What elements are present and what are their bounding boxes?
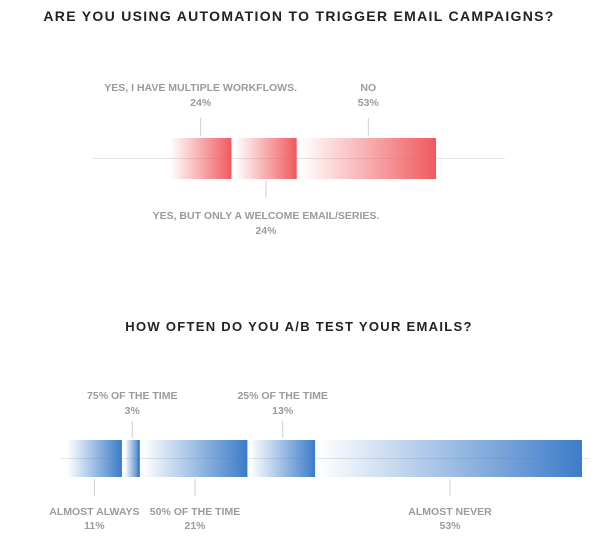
chart-1: YES, I HAVE MULTIPLE WORKFLOWS. 24% YES, B… bbox=[92, 82, 505, 237]
bar-almost-never bbox=[318, 440, 582, 477]
value-no: 53% bbox=[358, 97, 380, 109]
bar-edge-almost-always bbox=[119, 440, 122, 477]
bar-no bbox=[300, 138, 436, 179]
bar-edge-no bbox=[434, 138, 436, 179]
bar-25-of-the-time bbox=[250, 440, 316, 477]
label-50-of-the-time: 50% OF THE TIME bbox=[150, 506, 240, 518]
chart-1-title: ARE YOU USING AUTOMATION TO TRIGGER EMAI… bbox=[43, 8, 555, 24]
bar-yes-i-have-multiple-workflows bbox=[170, 138, 232, 179]
label-yes-but-only-a-welcome-email-series: YES, BUT ONLY A WELCOME EMAIL/SERIES. bbox=[153, 210, 380, 222]
label-yes-i-have-multiple-workflows: YES, I HAVE MULTIPLE WORKFLOWS. bbox=[104, 82, 297, 94]
bar-edge-75-of-the-time bbox=[137, 440, 140, 477]
bar-75-of-the-time bbox=[124, 440, 140, 477]
bar-yes-but-only-a-welcome-email-series bbox=[235, 138, 297, 179]
label-almost-always: ALMOST ALWAYS bbox=[49, 506, 139, 518]
bar-edge-almost-never bbox=[580, 440, 582, 477]
bar-almost-always bbox=[67, 440, 122, 477]
value-almost-always: 11% bbox=[84, 520, 105, 532]
bar-edge-50-of-the-time bbox=[245, 440, 248, 477]
bar-edge-25-of-the-time bbox=[313, 440, 316, 477]
value-yes-but-only-a-welcome-email-series: 24% bbox=[255, 225, 277, 237]
chart-2-title: HOW OFTEN DO YOU A/B TEST YOUR EMAILS? bbox=[125, 319, 473, 334]
label-no: NO bbox=[360, 82, 376, 94]
value-75-of-the-time: 3% bbox=[125, 405, 141, 417]
value-50-of-the-time: 21% bbox=[185, 520, 207, 532]
label-almost-never: ALMOST NEVER bbox=[408, 506, 492, 518]
chart-2: ALMOST ALWAYS 11% 75% OF THE TIME 3% 50% OF … bbox=[49, 390, 590, 532]
value-almost-never: 53% bbox=[440, 520, 462, 532]
bar-50-of-the-time bbox=[142, 440, 248, 477]
value-25-of-the-time: 13% bbox=[272, 405, 294, 417]
label-75-of-the-time: 75% OF THE TIME bbox=[87, 390, 177, 402]
label-25-of-the-time: 25% OF THE TIME bbox=[237, 390, 327, 402]
bar-edge-yes-i-have-multiple-workflows bbox=[229, 138, 232, 179]
value-yes-i-have-multiple-workflows: 24% bbox=[190, 97, 212, 109]
bar-edge-yes-but-only-a-welcome-email-series bbox=[294, 138, 297, 179]
